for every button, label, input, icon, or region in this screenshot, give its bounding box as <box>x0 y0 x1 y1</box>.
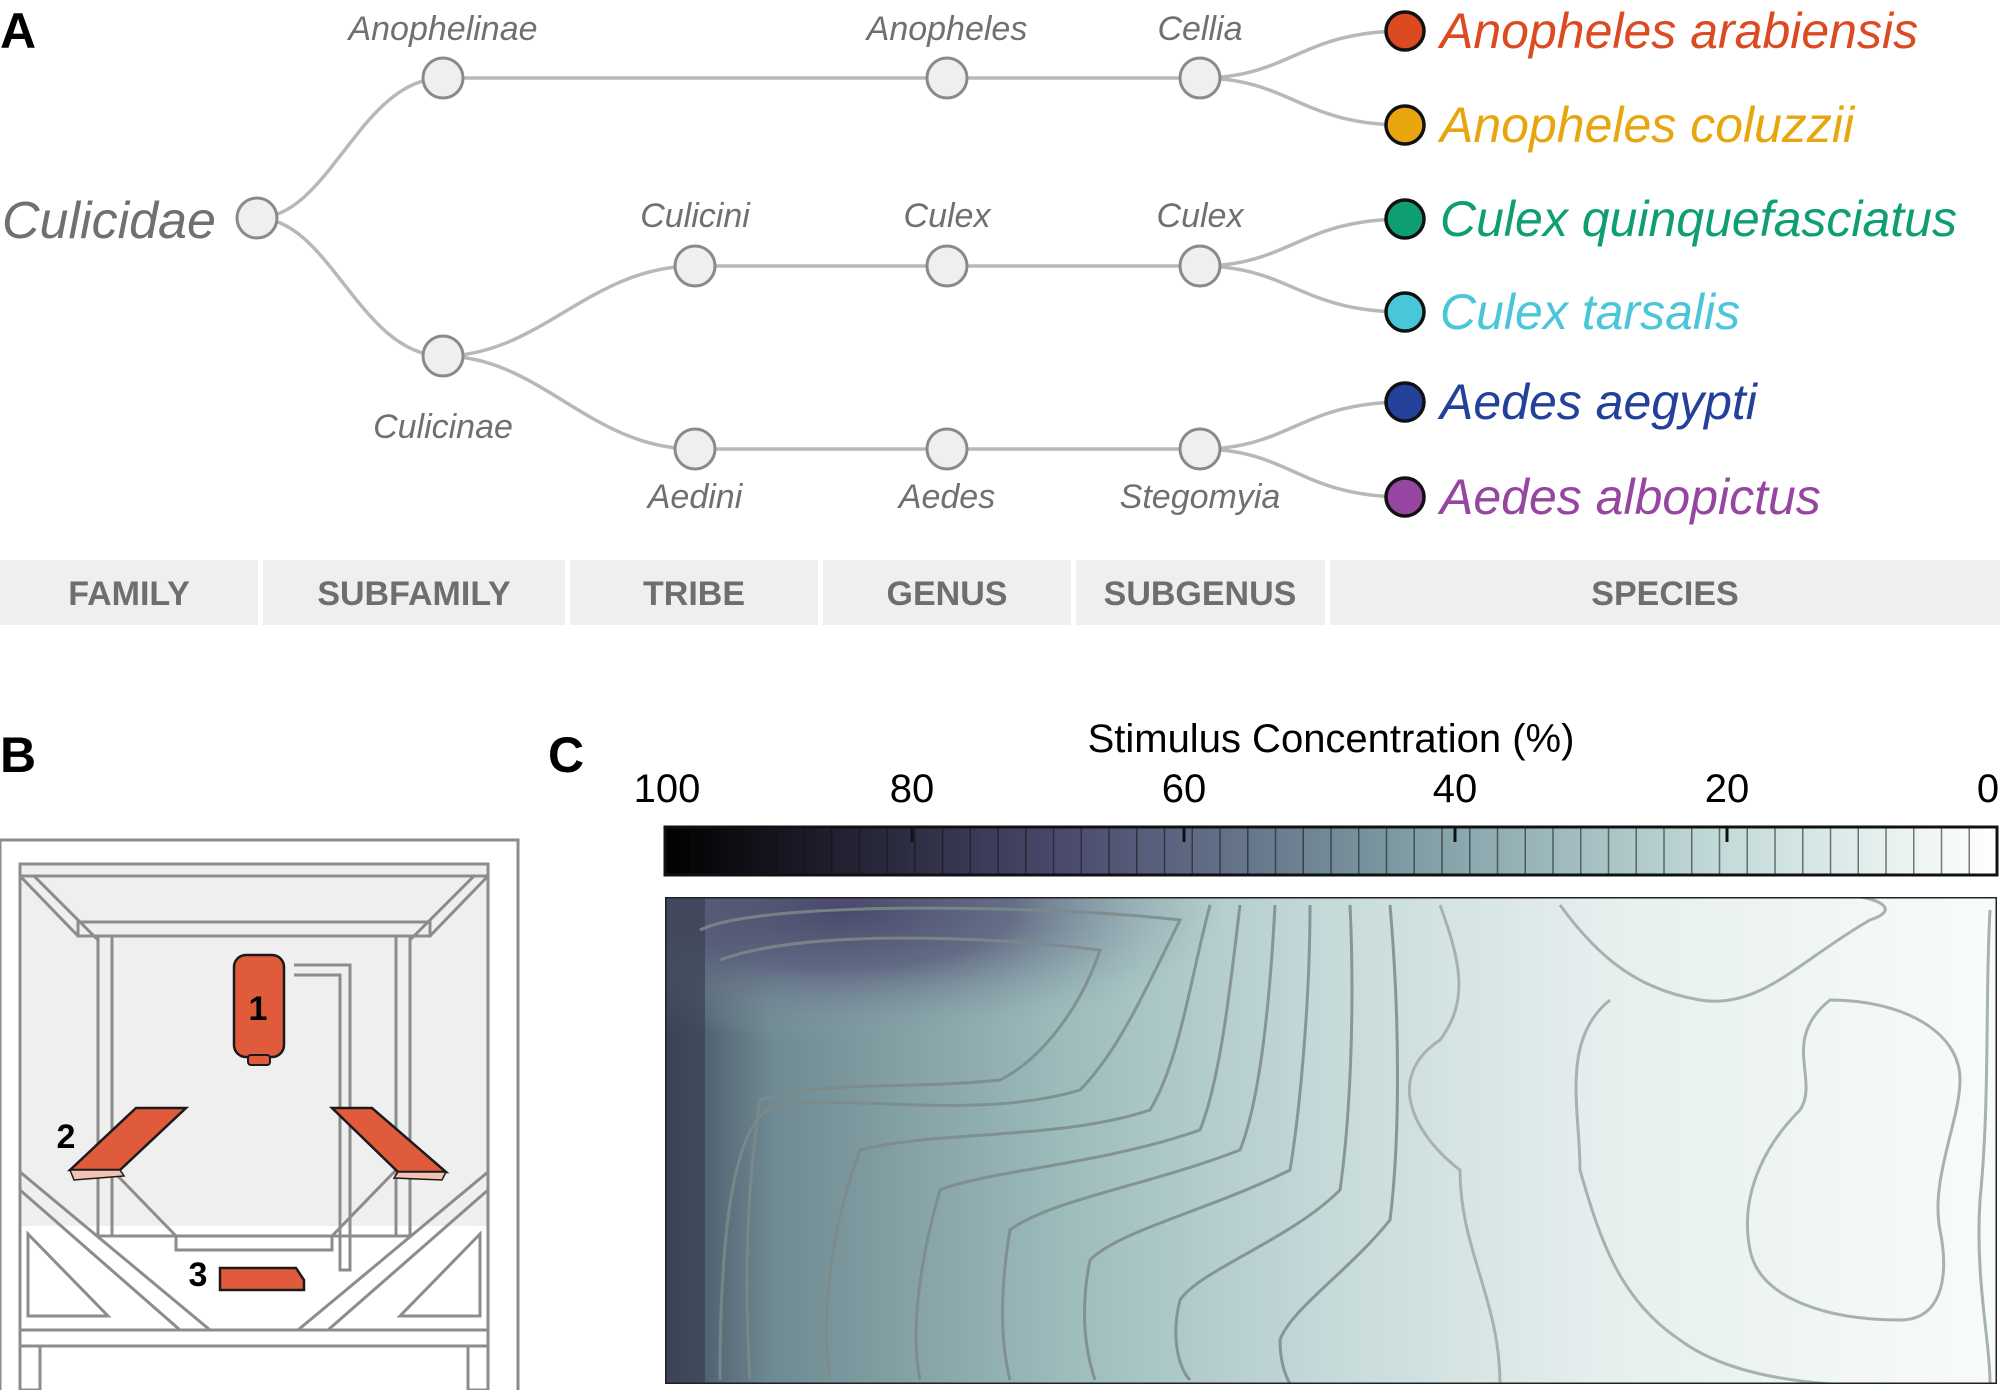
node-culex-subgenus <box>1178 244 1222 288</box>
species-label-aegypti: Aedes aegypti <box>1437 374 1759 430</box>
label-culex-subgenus: Culex <box>1157 197 1245 235</box>
rank-species: SPECIES <box>1591 575 1738 613</box>
heatmap-edge-band <box>665 897 705 1384</box>
label-cellia: Cellia <box>1157 10 1242 48</box>
species-labels: Anopheles arabiensis Anopheles coluzzii … <box>1437 3 1957 525</box>
node-aedes <box>925 427 969 471</box>
device-3-edge <box>392 1171 448 1181</box>
label-culicini: Culicini <box>640 197 751 235</box>
species-label-coluzzii: Anopheles coluzzii <box>1437 97 1856 153</box>
rank-band: FAMILY SUBFAMILY TRIBE GENUS SUBGENUS SP… <box>0 560 2000 625</box>
arena-bottom-rail <box>18 1328 490 1348</box>
node-stegomyia <box>1178 427 1222 471</box>
panel-letter-a: A <box>0 3 36 59</box>
phylogeny-edges <box>256 29 1406 499</box>
rank-cell-species <box>1330 560 2000 625</box>
label-culicinae: Culicinae <box>373 408 513 446</box>
arena-outer-frame <box>0 838 520 1390</box>
phylogeny-nodes <box>235 56 1222 471</box>
species-nodes <box>1384 10 1426 518</box>
rank-family: FAMILY <box>68 575 190 613</box>
label-anopheles: Anopheles <box>865 10 1028 48</box>
label-stegomyia: Stegomyia <box>1120 478 1281 516</box>
rank-cell-family <box>0 560 258 625</box>
rank-genus: GENUS <box>887 575 1008 613</box>
device-stimulus-plate <box>218 1266 306 1292</box>
edge-culex-quinquefasciatus <box>1199 217 1406 268</box>
colorbar-tick-80: 80 <box>890 767 935 811</box>
species-dot-aegypti <box>1384 381 1426 423</box>
edge-culicinae-aedini <box>442 354 696 451</box>
rank-subgenus: SUBGENUS <box>1104 575 1297 613</box>
edge-stegomyia-albopictus <box>1199 447 1406 499</box>
species-label-quinquefasciatus: Culex quinquefasciatus <box>1440 191 1957 247</box>
label-aedes: Aedes <box>897 478 995 516</box>
species-dot-tarsalis <box>1384 291 1426 333</box>
label-culicidae: Culicidae <box>2 192 216 250</box>
colorbar-tick-20: 20 <box>1705 767 1750 811</box>
colorbar-title: Stimulus Concentration (%) <box>1088 717 1575 761</box>
rank-tribe: TRIBE <box>643 575 745 613</box>
node-anophelinae <box>421 56 465 100</box>
rank-cell-tribe <box>570 560 818 625</box>
node-culicidae <box>235 196 279 240</box>
colorbar-tick-100: 100 <box>634 767 701 811</box>
species-dot-quinquefasciatus <box>1384 198 1426 240</box>
colorbar-tick-40: 40 <box>1433 767 1478 811</box>
species-dot-coluzzii <box>1384 104 1426 146</box>
label-culex-genus: Culex <box>904 197 992 235</box>
label-anophelinae: Anophelinae <box>346 10 537 48</box>
edge-root-culicinae <box>256 216 444 358</box>
node-culex-genus <box>925 244 969 288</box>
species-label-tarsalis: Culex tarsalis <box>1440 284 1740 340</box>
panel-letter-b: B <box>0 727 36 783</box>
device-label-2: 2 <box>57 1118 76 1156</box>
node-anopheles <box>925 56 969 100</box>
colorbar-tick-60: 60 <box>1162 767 1207 811</box>
node-culicini <box>673 244 717 288</box>
arena-diagram <box>0 838 520 1390</box>
rank-subfamily: SUBFAMILY <box>317 575 511 613</box>
colorbar-border <box>663 825 1999 877</box>
edge-cellia-arabiensis <box>1199 29 1406 80</box>
rank-cell-genus <box>823 560 1071 625</box>
device-label-1: 1 <box>249 990 268 1028</box>
rank-cell-subgenus <box>1076 560 1325 625</box>
edge-culex-tarsalis <box>1199 264 1406 314</box>
rank-cell-subfamily <box>263 560 565 625</box>
colorbar-tick-0: 0 <box>1977 767 1999 811</box>
edge-stegomyia-aegypti <box>1199 400 1406 451</box>
node-aedini <box>673 427 717 471</box>
heatmap-contours <box>699 897 1992 1384</box>
taxon-labels: Culicidae Anophelinae Culicinae Culicini… <box>2 10 1280 516</box>
panel-letter-c: C <box>548 727 584 783</box>
colorbar: Stimulus Concentration (%) 100 80 60 40 … <box>634 717 1999 877</box>
heatmap <box>665 897 1997 1384</box>
node-culicinae <box>421 334 465 378</box>
node-cellia <box>1178 56 1222 100</box>
device-1-lens <box>247 1054 271 1066</box>
edge-root-anophelinae <box>256 76 444 220</box>
edge-culicinae-culicini <box>442 264 696 358</box>
heatmap-dark-region <box>665 897 1365 1137</box>
species-label-albopictus: Aedes albopictus <box>1437 469 1821 525</box>
species-dot-arabiensis <box>1384 10 1426 52</box>
edge-cellia-coluzzii <box>1199 76 1406 127</box>
device-2-edge <box>68 1169 126 1181</box>
species-label-arabiensis: Anopheles arabiensis <box>1437 3 1918 59</box>
colorbar-segments <box>692 827 1970 875</box>
device-label-3: 3 <box>189 1256 208 1294</box>
species-dot-albopictus <box>1384 476 1426 518</box>
arena-devices: 1 2 3 <box>57 953 450 1294</box>
label-aedini: Aedini <box>646 478 744 516</box>
